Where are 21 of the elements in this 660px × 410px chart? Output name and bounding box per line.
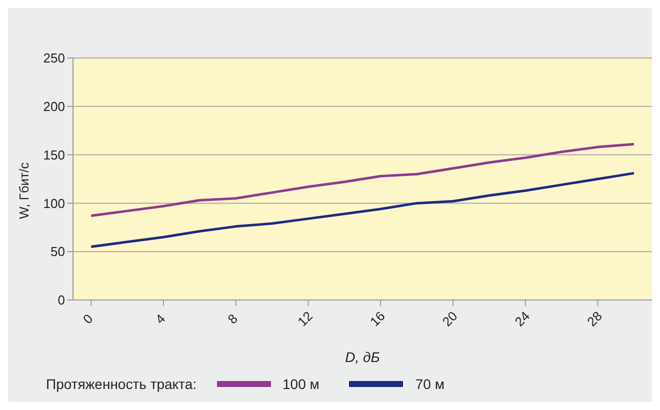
x-axis-title: D, дБ <box>345 349 380 365</box>
legend-label: 100 м <box>282 376 320 392</box>
line-series <box>90 172 636 248</box>
y-tick-label: 150 <box>43 147 65 162</box>
y-tick-label: 100 <box>43 196 65 211</box>
x-tick-label: 12 <box>294 308 316 330</box>
x-tick-label: 0 <box>80 310 96 327</box>
x-tick-label: 4 <box>152 310 168 327</box>
legend-title: Протяженность тракта: <box>46 376 197 392</box>
line-series <box>90 142 636 218</box>
x-tick-label: 16 <box>366 308 388 330</box>
x-tick-label: 24 <box>512 308 533 330</box>
y-tick-label: 0 <box>58 292 65 308</box>
y-tick-label: 250 <box>43 50 65 66</box>
legend-label: 70 м <box>414 376 444 392</box>
x-tick-label: 20 <box>439 308 460 330</box>
y-tick-label: 200 <box>43 99 65 114</box>
y-tick-label: 50 <box>50 244 65 260</box>
y-axis-title: W, Гбит/с <box>16 162 32 219</box>
x-tick-label: 28 <box>584 308 605 330</box>
x-tick-label: 8 <box>224 310 241 327</box>
